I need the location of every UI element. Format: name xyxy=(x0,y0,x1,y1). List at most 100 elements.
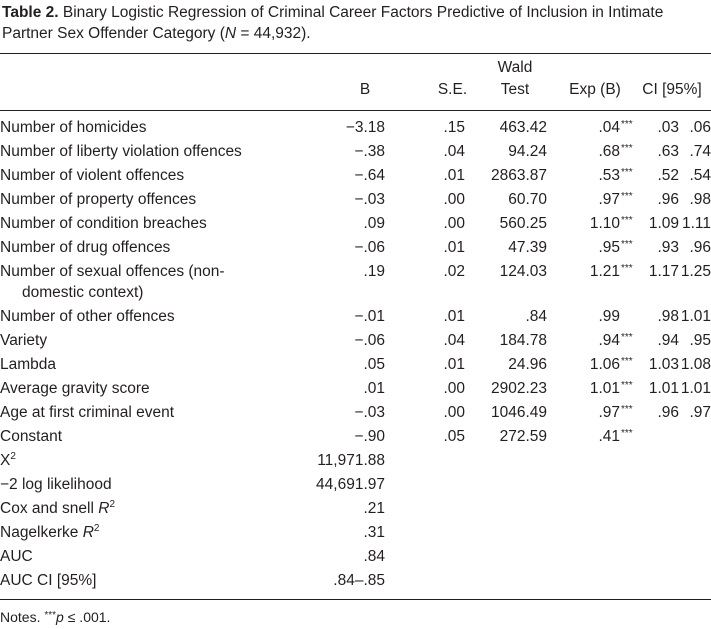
significance-marker: *** xyxy=(621,215,633,226)
header-wald-line2: Test xyxy=(500,81,530,98)
header-wald-line1: Wald xyxy=(497,59,533,76)
table-row: Number of other offences −.01 .01 .84 .99 .98… xyxy=(0,306,711,330)
exp-value: .94 xyxy=(598,332,620,349)
cell-wald: 463.42 xyxy=(499,119,547,136)
exp-value: .04 xyxy=(598,119,620,136)
significance-marker: *** xyxy=(621,428,633,439)
table-row: Variety −.06.04 184.78.94*** .94.95 xyxy=(0,330,711,354)
empty-cell xyxy=(465,474,547,498)
cell-ci-upper: 1.01 xyxy=(680,308,711,325)
row-label-continuation: domestic context) xyxy=(22,284,144,301)
stat-label-superscript: 2 xyxy=(93,522,100,534)
table-row: Number of drug offences −.06.01 47.39.95**… xyxy=(0,237,711,261)
stats-row: AUC .84 xyxy=(0,546,711,570)
cell-wald: 24.96 xyxy=(508,356,547,373)
empty-cell xyxy=(639,546,679,570)
cell-ci-lower: 1.03 xyxy=(648,356,679,373)
stat-value: 11,971.88 xyxy=(317,452,385,469)
cell-ci-upper: .74 xyxy=(689,143,711,160)
cell-se: .01 xyxy=(443,239,465,256)
cell-se: .15 xyxy=(443,119,465,136)
significance-marker: *** xyxy=(621,356,633,367)
empty-cell xyxy=(679,474,711,498)
stat-label-italic: R xyxy=(98,500,110,517)
row-label: Number of violent offences xyxy=(0,165,300,189)
cell-se: .00 xyxy=(443,404,465,421)
stat-label: AUC xyxy=(0,546,300,570)
notes-rest: ≤ .001. xyxy=(63,609,111,625)
significance-marker: *** xyxy=(621,332,633,343)
empty-cell xyxy=(639,498,679,522)
stat-label: X2 xyxy=(0,450,300,474)
empty-cell xyxy=(385,474,465,498)
cell-b: −.01 xyxy=(354,308,385,325)
exp-value: .99 xyxy=(598,308,620,325)
row-label-text: Constant xyxy=(0,428,63,445)
table-row: Constant −.90.05 272.59.41*** xyxy=(0,426,711,450)
cell-se: .05 xyxy=(443,428,465,445)
cell-ci-upper: .06 xyxy=(689,119,711,136)
cell-se: .00 xyxy=(443,380,465,397)
cell-b: −.03 xyxy=(354,191,385,208)
cell-se: .02 xyxy=(443,263,465,280)
stat-label-text: X xyxy=(0,452,11,469)
empty-cell xyxy=(465,546,547,570)
row-label: Constant xyxy=(0,426,300,450)
table-row: Number of homicides −3.18.15 463.42.04***.… xyxy=(0,117,711,141)
empty-cell xyxy=(679,450,711,474)
cell-b: −.03 xyxy=(354,404,385,421)
empty-cell xyxy=(385,570,465,594)
cell-ci-upper: 1.11 xyxy=(681,215,711,232)
cell-exp: 1.01*** xyxy=(547,378,639,402)
significance-marker: *** xyxy=(621,191,633,202)
row-label: Average gravity score xyxy=(0,378,300,402)
row-label: Number of drug offences xyxy=(0,237,300,261)
cell-se: .04 xyxy=(443,332,465,349)
exp-value: 1.10 xyxy=(589,215,620,232)
cell-exp: .94*** xyxy=(547,330,639,354)
stat-value: .84 xyxy=(363,548,385,565)
table-label: Table 2. xyxy=(2,4,59,21)
row-label: Age at first criminal event xyxy=(0,402,300,426)
significance-marker: *** xyxy=(621,404,633,415)
row-label-text: Lambda xyxy=(0,356,57,373)
cell-ci-lower: 1.09 xyxy=(648,215,679,232)
exp-value: .97 xyxy=(598,191,620,208)
cell-ci-upper: 1.08 xyxy=(680,356,711,373)
empty-cell xyxy=(385,450,465,474)
cell-ci-upper: .95 xyxy=(689,332,711,349)
cell-ci-lower: .98 xyxy=(657,308,679,325)
cell-b: .09 xyxy=(363,215,385,232)
cell-wald: 94.24 xyxy=(508,143,547,160)
cell-ci-upper: .97 xyxy=(689,404,711,421)
table-row: Number of violent offences −.64 .01 2863.87… xyxy=(0,165,711,189)
row-label-text: Average gravity score xyxy=(0,380,150,397)
cell-se: .00 xyxy=(443,215,465,232)
row-label: Number of property offences xyxy=(0,189,300,213)
stat-label: Cox and snell R2 xyxy=(0,498,300,522)
table-row: Number of property offences −.03 .00 60.70.… xyxy=(0,189,711,213)
significance-marker: *** xyxy=(621,119,633,130)
cell-b: −.90 xyxy=(354,428,385,445)
row-label-text: Number of drug offences xyxy=(0,239,171,256)
stat-label: −2 log likelihood xyxy=(0,474,300,498)
cell-ci-lower xyxy=(639,426,679,450)
empty-cell xyxy=(679,546,711,570)
cell-b: −.06 xyxy=(354,239,385,256)
empty-cell xyxy=(639,522,679,546)
regression-table: Number of homicides −3.18.15 463.42.04***.… xyxy=(0,117,711,594)
cell-se: .01 xyxy=(443,167,465,184)
table-row: Number of condition breaches .09 .00 560.25… xyxy=(0,213,711,237)
stats-row: Nagelkerke R2 .31 xyxy=(0,522,711,546)
exp-value: 1.01 xyxy=(589,380,620,397)
cell-wald: 560.25 xyxy=(499,215,547,232)
empty-cell xyxy=(639,450,679,474)
stat-value: .31 xyxy=(363,524,385,541)
empty-cell xyxy=(465,570,547,594)
row-label: Lambda xyxy=(0,354,300,378)
cell-ci-upper: .96 xyxy=(689,239,711,256)
cell-ci-lower: .93 xyxy=(657,239,679,256)
cell-ci-upper: .54 xyxy=(689,167,711,184)
cell-ci-lower: 1.17 xyxy=(648,263,679,280)
cell-ci-lower: .52 xyxy=(657,167,679,184)
